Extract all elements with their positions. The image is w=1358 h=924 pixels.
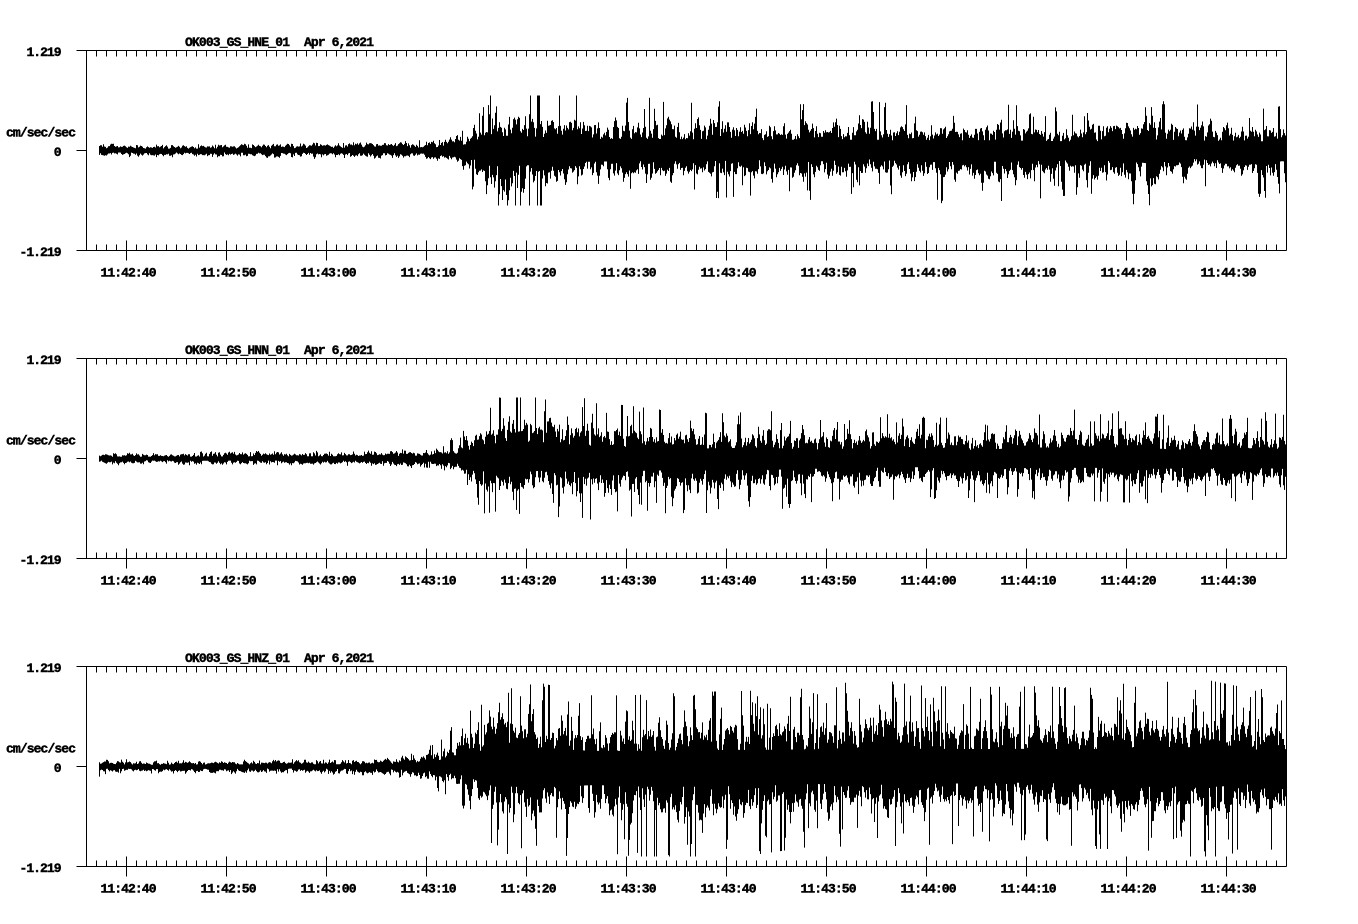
svg-text:11:43:50: 11:43:50 xyxy=(801,265,857,280)
svg-text:11:42:40: 11:42:40 xyxy=(101,265,157,280)
svg-text:0: 0 xyxy=(54,145,62,160)
svg-text:11:43:10: 11:43:10 xyxy=(401,573,457,588)
svg-text:11:44:30: 11:44:30 xyxy=(1201,265,1257,280)
svg-text:11:44:10: 11:44:10 xyxy=(1001,881,1057,896)
svg-text:-1.219: -1.219 xyxy=(20,553,62,568)
svg-text:11:43:40: 11:43:40 xyxy=(701,573,757,588)
svg-text:11:44:00: 11:44:00 xyxy=(901,573,957,588)
svg-text:11:43:20: 11:43:20 xyxy=(501,881,557,896)
svg-text:cm/sec/sec: cm/sec/sec xyxy=(6,125,76,140)
svg-text:11:42:50: 11:42:50 xyxy=(201,573,257,588)
svg-text:11:42:50: 11:42:50 xyxy=(201,265,257,280)
svg-text:11:42:40: 11:42:40 xyxy=(101,573,157,588)
svg-text:11:44:20: 11:44:20 xyxy=(1101,573,1157,588)
svg-text:0: 0 xyxy=(54,453,62,468)
svg-text:OK003_GS_HNZ_01: OK003_GS_HNZ_01 xyxy=(185,651,290,666)
svg-text:1.219: 1.219 xyxy=(27,45,62,60)
svg-text:1.219: 1.219 xyxy=(27,661,62,676)
svg-text:11:43:10: 11:43:10 xyxy=(401,881,457,896)
svg-text:-1.219: -1.219 xyxy=(20,245,62,260)
svg-text:Apr 6,2021: Apr 6,2021 xyxy=(304,343,374,358)
svg-text:11:43:00: 11:43:00 xyxy=(301,265,357,280)
svg-text:11:44:30: 11:44:30 xyxy=(1201,573,1257,588)
svg-text:11:42:40: 11:42:40 xyxy=(101,881,157,896)
svg-text:Apr 6,2021: Apr 6,2021 xyxy=(304,35,374,50)
svg-text:11:44:20: 11:44:20 xyxy=(1101,265,1157,280)
svg-text:11:43:10: 11:43:10 xyxy=(401,265,457,280)
svg-text:11:44:10: 11:44:10 xyxy=(1001,265,1057,280)
svg-text:OK003_GS_HNE_01: OK003_GS_HNE_01 xyxy=(185,35,290,50)
svg-text:11:43:20: 11:43:20 xyxy=(501,573,557,588)
svg-text:-1.219: -1.219 xyxy=(20,861,62,876)
svg-text:11:43:30: 11:43:30 xyxy=(601,265,657,280)
svg-text:11:43:00: 11:43:00 xyxy=(301,573,357,588)
svg-text:11:43:20: 11:43:20 xyxy=(501,265,557,280)
svg-text:11:43:50: 11:43:50 xyxy=(801,573,857,588)
svg-text:11:43:30: 11:43:30 xyxy=(601,881,657,896)
svg-text:11:42:50: 11:42:50 xyxy=(201,881,257,896)
svg-text:11:44:00: 11:44:00 xyxy=(901,265,957,280)
svg-text:OK003_GS_HNN_01: OK003_GS_HNN_01 xyxy=(185,343,290,358)
svg-text:11:43:50: 11:43:50 xyxy=(801,881,857,896)
svg-text:11:44:10: 11:44:10 xyxy=(1001,573,1057,588)
svg-text:11:43:00: 11:43:00 xyxy=(301,881,357,896)
svg-text:Apr 6,2021: Apr 6,2021 xyxy=(304,651,374,666)
svg-text:11:43:40: 11:43:40 xyxy=(701,265,757,280)
svg-text:1.219: 1.219 xyxy=(27,353,62,368)
svg-text:cm/sec/sec: cm/sec/sec xyxy=(6,433,76,448)
svg-text:11:44:20: 11:44:20 xyxy=(1101,881,1157,896)
svg-text:11:43:30: 11:43:30 xyxy=(601,573,657,588)
svg-text:cm/sec/sec: cm/sec/sec xyxy=(6,741,76,756)
svg-text:11:44:00: 11:44:00 xyxy=(901,881,957,896)
svg-text:0: 0 xyxy=(54,761,62,776)
svg-text:11:44:30: 11:44:30 xyxy=(1201,881,1257,896)
svg-text:11:43:40: 11:43:40 xyxy=(701,881,757,896)
